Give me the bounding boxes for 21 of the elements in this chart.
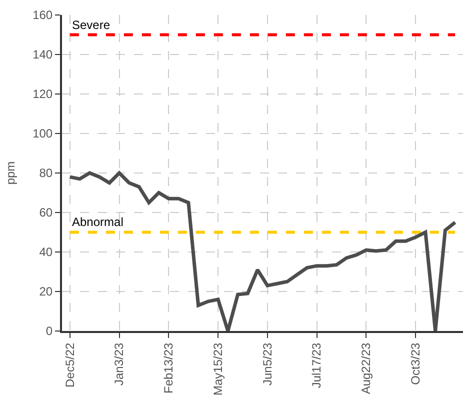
- x-tick-label: Jan3/23: [112, 342, 126, 386]
- y-tick-label: 40: [39, 245, 53, 260]
- x-tick-label: Feb13/23: [162, 342, 176, 394]
- y-tick-label: 60: [39, 206, 53, 220]
- y-tick-label: 20: [39, 284, 53, 299]
- y-tick-label: 160: [32, 8, 53, 22]
- x-tick-label: Oct3/23: [408, 342, 422, 385]
- y-axis-title: ppm: [3, 161, 18, 185]
- x-tick-label: Dec5/22: [62, 342, 77, 388]
- x-tick-label: Jul17/23: [310, 342, 324, 388]
- y-tick-label: 120: [32, 87, 53, 102]
- x-tick-label: Jun5/23: [260, 342, 274, 386]
- ref-line-label: Severe: [72, 18, 110, 32]
- y-tick-label: 100: [32, 126, 53, 141]
- x-tick-label: May15/23: [210, 342, 225, 396]
- line-series: [68, 171, 457, 331]
- y-tick-label: 140: [32, 48, 53, 62]
- x-tick-label: Aug22/23: [359, 342, 374, 394]
- ref-line-label: Abnormal: [72, 215, 124, 229]
- y-tick-label: 80: [39, 166, 53, 180]
- y-tick-label: 0: [46, 324, 53, 338]
